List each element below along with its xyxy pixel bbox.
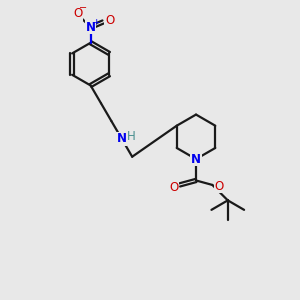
Text: −: − [79,3,87,13]
Text: N: N [191,153,201,166]
Text: O: O [73,7,82,20]
Text: H: H [127,130,136,143]
Text: +: + [92,18,100,27]
Text: O: O [105,14,114,27]
Text: O: O [214,180,224,193]
Text: N: N [85,21,96,34]
Text: N: N [117,132,127,146]
Text: O: O [169,181,178,194]
